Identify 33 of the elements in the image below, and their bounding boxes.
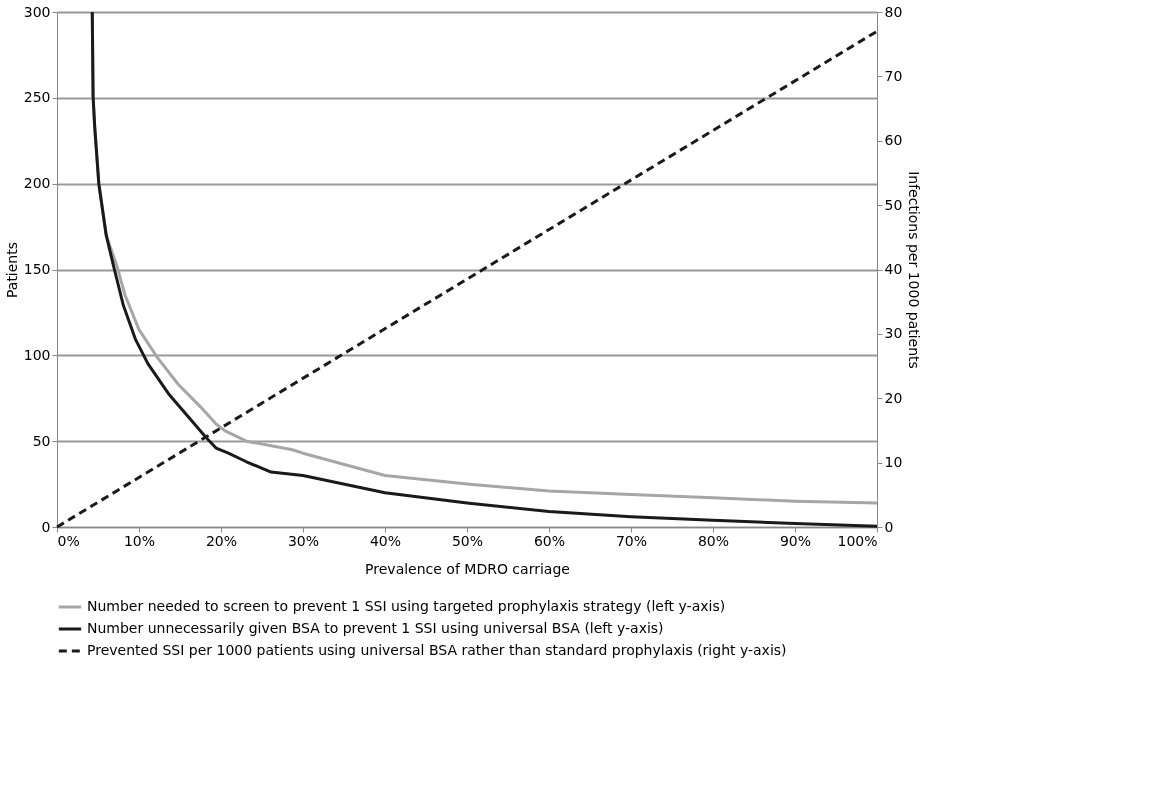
- x-tick-label: 10%: [123, 532, 156, 549]
- x-tick-label: 70%: [615, 532, 648, 549]
- x-tick-label: 0%: [57, 532, 80, 549]
- y-axis-title: Patients: [3, 241, 20, 299]
- y-tick-label: 250: [23, 89, 51, 106]
- y2-tick-label: 30: [884, 325, 903, 342]
- x-tick-label: 80%: [697, 532, 730, 549]
- y2-tick-label: 60: [884, 132, 903, 149]
- x-tick-label: 90%: [779, 532, 812, 549]
- x-tick-label: 100%: [837, 532, 878, 549]
- y-tick-label: 300: [23, 3, 51, 20]
- y2-tick-label: 20: [884, 389, 903, 406]
- y2-tick-label: 10: [884, 454, 903, 471]
- y-tick-label: 50: [32, 432, 51, 449]
- y-tick-label: 100: [23, 346, 51, 363]
- x-tick-label: 20%: [205, 532, 238, 549]
- x-tick-label: 30%: [287, 532, 320, 549]
- y2-tick-label: 0: [884, 518, 894, 535]
- y-tick-label: 200: [23, 175, 51, 192]
- y2-axis-title: Infections per 1000 patients: [906, 171, 923, 369]
- x-tick-label: 60%: [533, 532, 566, 549]
- y2-tick-label: 50: [884, 196, 903, 213]
- x-tick-label: 40%: [369, 532, 402, 549]
- y2-tick-label: 80: [884, 3, 903, 20]
- x-tick-label: 50%: [451, 532, 484, 549]
- y-tick-label: 150: [23, 261, 51, 277]
- legend-label: Prevented SSI per 1000 patients using universal BSA rather than standard prophylaxis (right y-axis): [87, 642, 787, 658]
- x-axis-title: Prevalence of MDRO carriage: [365, 560, 570, 577]
- y2-tick-label: 70: [884, 67, 903, 84]
- legend-label: Number unnecessarily given BSA to prevent 1 SSI using universal BSA (left y-axis): [87, 620, 664, 636]
- legend-label: Number needed to screen to prevent 1 SSI using targeted prophylaxis strategy (left y-axis): [87, 598, 726, 614]
- y2-tick-label: 40: [884, 261, 903, 277]
- y-tick-label: 0: [41, 518, 51, 535]
